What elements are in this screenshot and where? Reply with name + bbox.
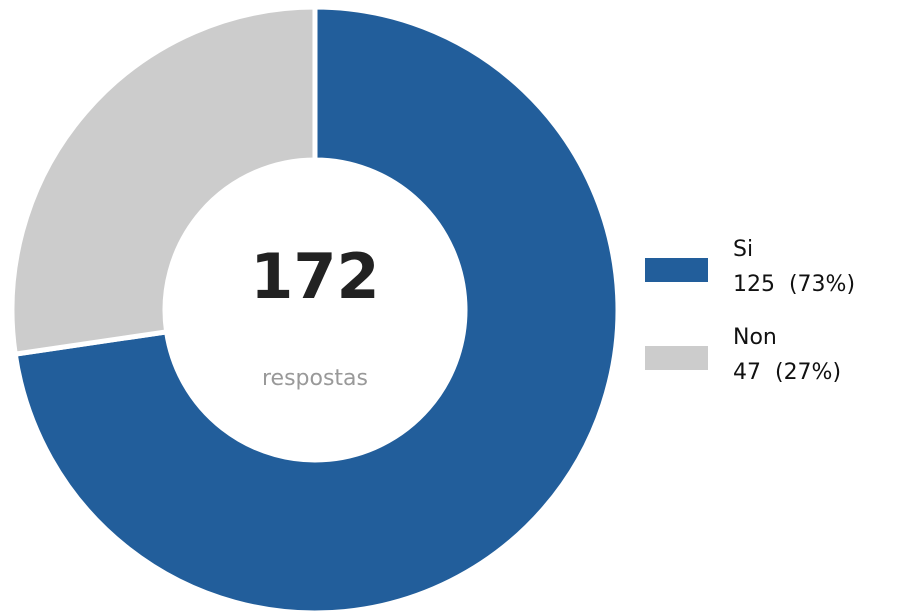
legend-swatch [645, 346, 708, 370]
legend-swatch [645, 258, 708, 282]
legend-label: Non [733, 325, 777, 350]
center-total: 172 [250, 240, 379, 313]
center-label: respostas [262, 366, 368, 391]
slice [9, 4, 318, 357]
legend-label: Si [733, 237, 753, 262]
legend-value: 47 (27%) [733, 360, 841, 385]
slice [12, 4, 621, 612]
donut [9, 4, 621, 612]
legend-value: 125 (73%) [733, 272, 855, 297]
